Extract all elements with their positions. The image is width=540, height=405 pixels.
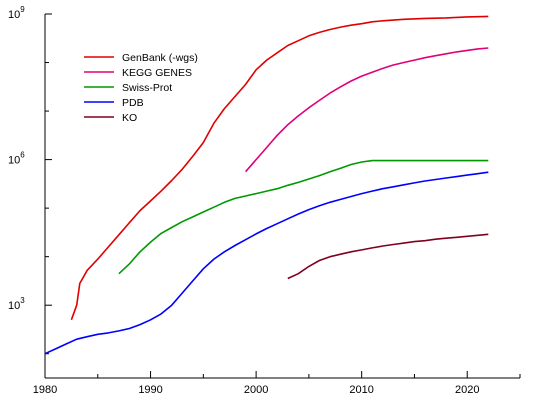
legend-label: GenBank (-wgs) bbox=[122, 52, 198, 64]
series-lines bbox=[44, 15, 489, 355]
x-tick-label: 1990 bbox=[138, 384, 162, 396]
series-line-0 bbox=[70, 15, 489, 321]
y-tick-label: 106 bbox=[8, 151, 25, 167]
y-tick-label: 109 bbox=[8, 5, 25, 21]
legend-label: Swiss-Prot bbox=[122, 82, 172, 94]
series-line-1 bbox=[244, 47, 489, 173]
legend-label: PDB bbox=[122, 97, 144, 109]
x-tick-label: 1980 bbox=[33, 384, 57, 396]
y-tick-label: 103 bbox=[8, 296, 25, 312]
legend-label: KEGG GENES bbox=[122, 67, 192, 79]
y-axis-ticks: 103 106 109 bbox=[8, 5, 52, 355]
legend-label: KO bbox=[122, 112, 137, 124]
x-axis-ticks: 1980 1990 2000 2010 2020 bbox=[33, 371, 521, 396]
series-line-4 bbox=[287, 233, 489, 280]
legend: GenBank (-wgs) KEGG GENES Swiss-Prot PDB KO bbox=[84, 52, 198, 124]
series-line-3 bbox=[44, 171, 489, 355]
x-tick-label: 2020 bbox=[455, 384, 479, 396]
series-line-2 bbox=[118, 159, 489, 275]
x-tick-label: 2010 bbox=[349, 384, 373, 396]
x-tick-label: 2000 bbox=[244, 384, 268, 396]
